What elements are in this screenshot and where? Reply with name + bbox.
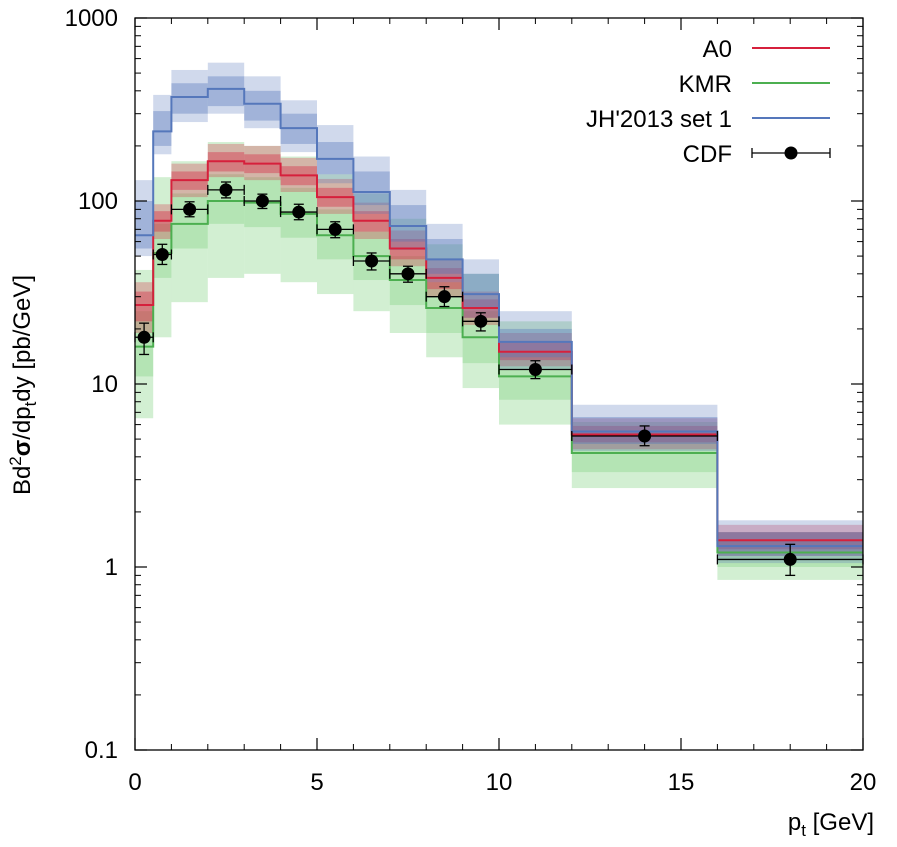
cdf-marker-5 (292, 205, 306, 219)
legend-label-cdf: CDF (683, 141, 732, 168)
jh-2013-set-1-band-outer-6 (317, 125, 354, 184)
a0-line (135, 160, 863, 542)
a0-band-outer-0 (135, 282, 154, 333)
cdf-point-8 (389, 265, 427, 283)
jh-2013-set-1-band-inner-3 (207, 76, 245, 107)
cdf-marker-8 (401, 267, 415, 281)
kmr-band-outer-7 (353, 193, 390, 312)
x-axis-title: pt [GeV] (788, 809, 874, 840)
jh-2013-set-1-band-outer-0 (135, 180, 154, 257)
cdf-marker-11 (528, 363, 542, 377)
cdf-marker-9 (437, 290, 451, 304)
cdf-point-7 (352, 252, 391, 271)
cdf-marker-13 (783, 552, 797, 566)
cdf-data-points (134, 181, 864, 577)
y-axis-title: Bd2σ/dptdy [pb/GeV] (6, 275, 40, 495)
cdf-marker-1 (155, 248, 169, 262)
x-tick-label-4: 20 (850, 769, 877, 796)
cdf-marker-12 (638, 429, 652, 443)
kmr-band-outer-3 (207, 142, 245, 278)
jh-2013-set-1-band-inner-2 (171, 83, 208, 114)
legend-label-kmr: KMR (679, 71, 732, 98)
cdf-point-1 (152, 243, 173, 266)
jh-2013-set-1-band-outer-9 (426, 223, 463, 283)
cdf-point-3 (207, 181, 245, 199)
a0-band-inner-0 (135, 291, 154, 322)
cdf-point-9 (425, 286, 464, 308)
cdf-marker-6 (328, 222, 342, 236)
y-tick-label-2: 10 (91, 371, 118, 398)
cdf-point-10 (461, 312, 500, 332)
cdf-marker-2 (183, 202, 197, 216)
legend: A0 KMR JH'2013 set 1 CDF (586, 36, 831, 168)
legend-label-jh-2013-set-1: JH'2013 set 1 (586, 106, 732, 133)
x-tick-label-0: 0 (128, 769, 141, 796)
jh-2013-set-1-band-outer-4 (244, 76, 281, 129)
jh-2013-set-1-band-inner-7 (353, 171, 390, 206)
jh-2013-set-1-band-outer-2 (171, 69, 208, 123)
cdf-point-13 (716, 543, 864, 577)
jh-2013-set-1-band-outer-8 (389, 189, 427, 250)
cdf-marker-10 (474, 314, 488, 328)
cdf-marker-0 (137, 330, 151, 344)
cdf-point-5 (279, 203, 318, 221)
cdf-point-11 (498, 360, 573, 380)
legend-swatch-cdf-marker (784, 146, 798, 160)
jh-2013-set-1-band-inner-4 (244, 90, 281, 121)
cdf-point-12 (571, 425, 719, 447)
jh-2013-set-1-band-inner-10 (462, 273, 499, 309)
cdf-marker-4 (255, 194, 269, 208)
y-tick-label-3: 100 (78, 188, 118, 215)
jh-2013-set-1-line (135, 87, 863, 548)
axes: 0 5 10 15 20 0.1 1 10 100 1000 (65, 5, 877, 796)
y-tick-label-4: 1000 (65, 5, 118, 32)
x-tick-label-3: 15 (668, 769, 695, 796)
kmr-band-outer-4 (244, 145, 281, 274)
jh-2013-set-1-band-outer-7 (353, 156, 390, 214)
cdf-point-0 (134, 322, 154, 356)
jh-2013-set-1-band-inner-11 (499, 328, 572, 358)
jh-2013-set-1-band-inner-9 (426, 238, 463, 274)
cdf-marker-3 (219, 183, 233, 197)
cdf-point-6 (316, 221, 355, 239)
y-tick-label-1: 1 (105, 554, 118, 581)
jh-2013-set-1-band-inner-1 (153, 111, 172, 146)
cdf-point-2 (170, 201, 209, 218)
jh-2013-set-1-band-inner-0 (135, 201, 154, 249)
jh-2013-set-1-band-outer-11 (499, 311, 572, 370)
kmr-band-outer-2 (171, 161, 208, 303)
x-tick-label-1: 5 (310, 769, 323, 796)
cdf-point-4 (243, 193, 282, 210)
cdf-marker-7 (365, 254, 379, 268)
jh-2013-set-1-band-outer-1 (153, 94, 172, 155)
jh-2013-set-1-band-inner-8 (389, 205, 427, 242)
legend-label-a0: A0 (703, 36, 732, 63)
y-tick-label-0: 0.1 (85, 737, 118, 764)
jh-2013-set-1-band-outer-5 (280, 100, 317, 153)
x-tick-label-2: 10 (486, 769, 513, 796)
